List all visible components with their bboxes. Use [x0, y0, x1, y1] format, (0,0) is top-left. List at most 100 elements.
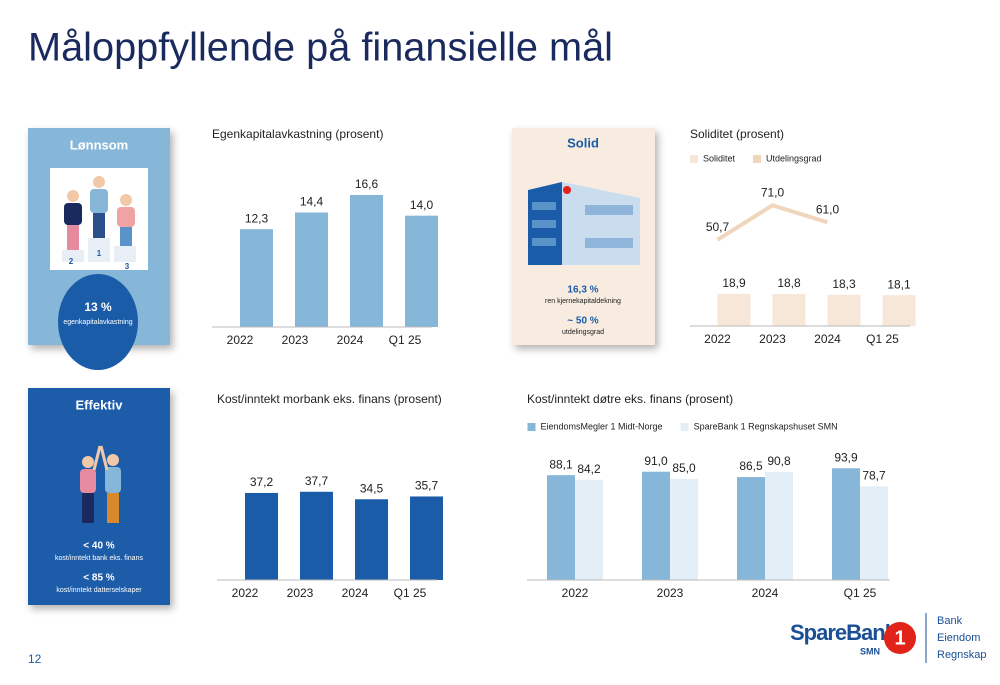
line [716, 203, 829, 242]
logo-unit: Regnskap [937, 649, 987, 661]
x-tick-label: 2024 [752, 586, 779, 600]
bar [882, 295, 916, 326]
legend-swatch [753, 155, 762, 163]
person [80, 469, 96, 493]
x-tick-label: Q1 25 [844, 586, 877, 600]
arm [99, 445, 109, 471]
logo-name: SpareBank [790, 620, 898, 645]
legend-swatch [527, 423, 536, 431]
person [82, 493, 94, 523]
value-label: 12,3 [245, 211, 269, 225]
card-bg [28, 388, 170, 605]
figure-value: 13 % [84, 300, 112, 314]
window [532, 202, 556, 210]
bar [350, 194, 383, 327]
x-tick-label: 2022 [704, 332, 731, 346]
card-heading: Lønnsom [70, 137, 129, 152]
window [532, 220, 556, 228]
person [93, 213, 105, 238]
value-label: 78,7 [862, 469, 886, 483]
bar [772, 294, 806, 326]
x-tick-label: 2023 [657, 586, 684, 600]
value-label: 37,2 [250, 475, 274, 489]
x-tick-label: 2023 [287, 586, 314, 600]
podium [62, 250, 84, 262]
legend-swatch [690, 155, 698, 163]
bar [300, 491, 333, 580]
person [120, 194, 132, 206]
person [93, 176, 105, 188]
x-tick-label: 2022 [232, 586, 259, 600]
x-tick-label: Q1 25 [394, 586, 427, 600]
legend-label: Utdelingsgrad [766, 153, 822, 163]
podium-label: 2 [69, 257, 74, 266]
window [532, 238, 556, 246]
figure-value: < 85 % [83, 573, 115, 584]
legend-label: EiendomsMegler 1 Midt-Norge [541, 421, 663, 431]
logo-sub: SMN [860, 646, 880, 656]
value-label: 16,6 [355, 177, 379, 191]
x-tick-label: 2024 [814, 332, 841, 346]
chart-title: Kost/inntekt døtre eks. finans (prosent) [527, 392, 733, 406]
figure-circle [58, 274, 138, 370]
person [67, 190, 79, 202]
person [90, 189, 108, 213]
person [107, 493, 119, 523]
person [82, 456, 94, 468]
bar [575, 479, 603, 580]
podium-label: 1 [97, 249, 102, 258]
value-label: 91,0 [644, 454, 668, 468]
bar [245, 492, 278, 580]
x-tick-label: Q1 25 [389, 333, 422, 347]
figure-caption: ren kjernekapitaldekning [545, 298, 621, 305]
bar [355, 499, 388, 580]
bar [410, 496, 443, 580]
card-solid: Solid 16,3 % ren kjernekapitaldekning ~ … [512, 128, 655, 345]
value-label: 35,7 [415, 479, 439, 493]
podium [114, 246, 136, 262]
bar [737, 477, 765, 580]
bar [670, 478, 698, 580]
slide-title: Måloppfyllende på finansielle mål [28, 26, 613, 70]
figure-caption: utdelingsgrad [562, 329, 604, 336]
logo: SpareBank 1 SMN Bank Eiendom Regnskap [790, 613, 987, 663]
legend-label: SpareBank 1 Regnskapshuset SMN [694, 421, 838, 431]
value-label: 86,5 [739, 459, 763, 473]
figure-caption: egenkapitalavkastning [63, 319, 132, 326]
bar [547, 475, 575, 580]
logo-mark [563, 186, 571, 194]
chart-title: Egenkapitalavkastning (prosent) [212, 127, 383, 141]
bar [295, 212, 328, 327]
bar [405, 215, 438, 327]
person [64, 203, 82, 225]
card-lonnsom: Lønnsom 2 1 3 13 % egenkapitalavkastning [28, 128, 170, 370]
value-label: 71,0 [761, 185, 785, 199]
bar [832, 468, 860, 580]
x-tick-label: 2024 [337, 333, 364, 347]
logo-badge [884, 622, 916, 654]
x-tick-label: 2023 [759, 332, 786, 346]
chart-title: Kost/inntekt morbank eks. finans (prosen… [217, 392, 442, 406]
figure-caption: kost/inntekt datterselskaper [56, 587, 142, 594]
bar [642, 471, 670, 580]
value-label: 18,3 [832, 277, 856, 291]
figure-caption: kost/inntekt bank eks. finans [55, 555, 143, 562]
bar [765, 471, 793, 580]
value-label: 14,0 [410, 198, 434, 212]
value-label: 84,2 [577, 462, 601, 476]
x-tick-label: 2022 [227, 333, 254, 347]
logo-unit: Bank [937, 615, 963, 627]
value-label: 37,7 [305, 474, 329, 488]
person [105, 467, 121, 493]
logo-unit: Eiendom [937, 632, 980, 644]
value-label: 93,9 [834, 450, 858, 464]
bar [827, 294, 861, 326]
bar [717, 293, 751, 326]
value-label: 61,0 [816, 202, 840, 216]
chart-title: Soliditet (prosent) [690, 127, 784, 141]
logo-badge-text: 1 [894, 627, 905, 649]
podium-label: 3 [125, 262, 130, 271]
x-tick-label: 2024 [342, 586, 369, 600]
x-tick-label: 2023 [282, 333, 309, 347]
